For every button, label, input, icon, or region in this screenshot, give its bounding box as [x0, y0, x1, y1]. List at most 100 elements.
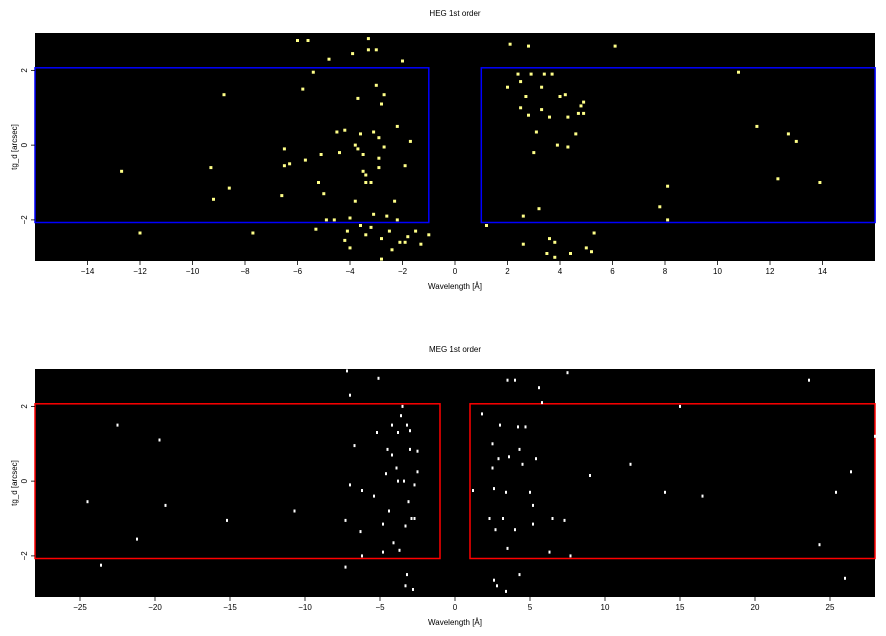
heg-event-point — [408, 139, 412, 143]
meg-event-point — [701, 494, 704, 498]
heg-event-point — [306, 39, 310, 42]
meg-event-point — [346, 369, 348, 373]
heg-event-point — [582, 111, 586, 115]
heg-event-point — [359, 224, 362, 227]
heg-event-point — [356, 96, 360, 100]
heg-event-point — [319, 153, 323, 156]
meg-x-tick-label: −20 — [148, 603, 162, 612]
heg-event-point — [521, 242, 525, 246]
heg-event-point — [545, 252, 549, 255]
heg-event-point — [576, 111, 580, 115]
meg-event-point — [529, 490, 531, 494]
meg-event-point — [386, 447, 389, 451]
heg-y-tick-label: 0 — [20, 142, 29, 147]
meg-event-point — [551, 517, 554, 520]
meg-event-point — [359, 530, 362, 534]
heg-event-point — [374, 48, 378, 52]
heg-event-point — [251, 231, 255, 235]
heg-event-point — [537, 207, 541, 211]
heg-extraction-region-positive — [480, 67, 876, 224]
meg-event-point — [493, 578, 495, 582]
heg-event-point — [403, 164, 407, 168]
heg-event-point — [403, 240, 407, 244]
meg-x-tick-label: 5 — [528, 603, 533, 612]
heg-event-point — [485, 224, 488, 227]
meg-event-point — [361, 489, 363, 492]
meg-event-point — [401, 404, 404, 408]
heg-event-point — [794, 139, 798, 143]
meg-y-tick-label: −2 — [20, 551, 29, 561]
heg-event-point — [380, 237, 383, 241]
meg-event-point — [349, 393, 351, 397]
meg-x-tick-label: −10 — [298, 603, 312, 612]
meg-event-point — [505, 589, 507, 593]
heg-event-point — [317, 181, 320, 184]
meg-x-tick-label: −25 — [73, 603, 87, 612]
heg-event-point — [380, 102, 383, 106]
heg-event-point — [332, 218, 336, 222]
heg-x-tick-label: 0 — [453, 267, 458, 276]
meg-x-tick-label: −5 — [375, 603, 385, 612]
meg-event-point — [497, 457, 500, 461]
heg-event-point — [506, 85, 509, 89]
meg-event-point — [844, 576, 846, 580]
heg-event-point — [390, 248, 394, 252]
heg-event-point — [369, 181, 373, 184]
meg-event-point — [376, 431, 378, 434]
meg-y-axis-label: tg_d [arcsec] — [10, 460, 19, 506]
meg-event-point — [395, 466, 398, 470]
meg-event-point — [874, 434, 876, 438]
meg-panel: MEG 1st order −25 −20 −15 −10 −5 0 5 10 15 20 25 −… — [10, 345, 876, 627]
meg-event-point — [514, 528, 516, 532]
heg-event-point — [550, 72, 554, 76]
meg-event-point — [679, 404, 681, 408]
meg-event-point — [398, 548, 401, 552]
meg-event-point — [472, 489, 474, 492]
meg-event-point — [382, 550, 384, 554]
heg-event-point — [327, 57, 331, 61]
heg-y-tick-label: −2 — [20, 215, 29, 225]
heg-event-point — [335, 130, 339, 134]
meg-event-point — [535, 457, 537, 461]
meg-event-point — [481, 412, 483, 416]
meg-event-point — [521, 462, 524, 466]
meg-event-point — [382, 522, 384, 526]
heg-x-tick-label: 6 — [610, 267, 615, 276]
heg-y-axis-label: tg_d [arcsec] — [10, 124, 19, 170]
heg-x-tick-label: 4 — [558, 267, 563, 276]
meg-event-point — [410, 517, 413, 520]
heg-event-point — [553, 240, 557, 244]
heg-event-point — [582, 100, 586, 104]
heg-event-point — [553, 255, 557, 259]
heg-x-axis-label: Wavelength [Å] — [428, 282, 482, 291]
meg-event-point — [548, 550, 551, 554]
heg-event-point — [566, 145, 570, 149]
meg-event-point — [86, 500, 89, 504]
meg-x-tick-label: 10 — [601, 603, 610, 612]
meg-y-tick-label: 2 — [20, 404, 29, 409]
heg-event-point — [288, 162, 292, 166]
meg-event-point — [293, 509, 296, 513]
meg-event-point — [494, 528, 497, 532]
heg-y-ticks: −2 0 2 — [20, 68, 35, 225]
heg-event-point — [558, 95, 562, 98]
meg-event-point — [499, 423, 501, 427]
meg-event-point — [488, 517, 491, 520]
meg-event-point — [566, 371, 569, 375]
heg-event-point — [524, 95, 528, 98]
meg-event-point — [532, 522, 534, 526]
heg-event-point — [385, 214, 389, 218]
meg-event-point — [664, 490, 666, 494]
heg-event-point — [364, 233, 368, 237]
heg-event-point — [353, 199, 357, 203]
meg-x-tick-label: 20 — [751, 603, 760, 612]
heg-event-point — [361, 153, 365, 156]
heg-x-tick-label: 12 — [766, 267, 775, 276]
meg-x-axis-label: Wavelength [Å] — [428, 618, 482, 627]
meg-event-point — [491, 466, 494, 470]
heg-event-point — [555, 143, 559, 147]
meg-event-point — [404, 524, 407, 528]
meg-x-tick-label: 15 — [676, 603, 685, 612]
heg-event-point — [527, 113, 530, 117]
meg-x-tick-label: 0 — [453, 603, 458, 612]
